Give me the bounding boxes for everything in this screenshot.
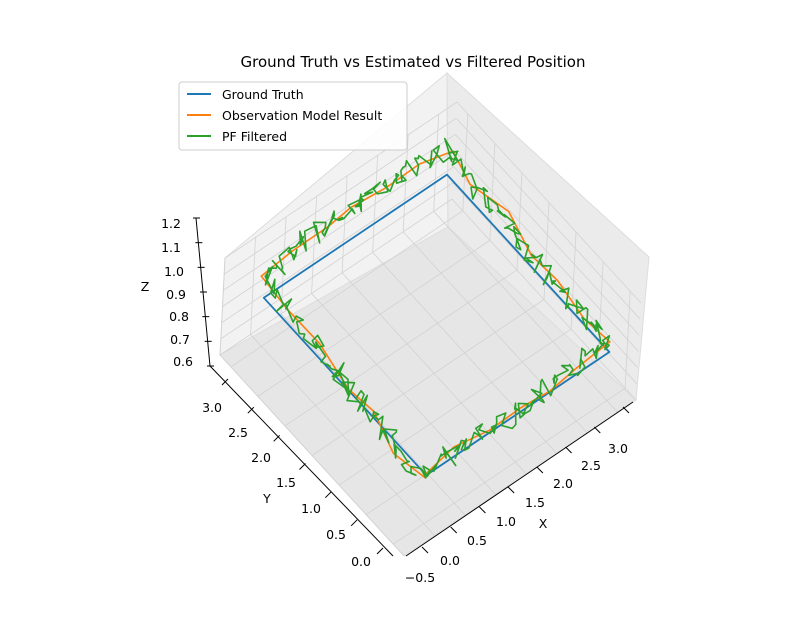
x-tick-mark	[479, 506, 486, 514]
z-tick-label: 1.0	[164, 264, 184, 279]
z-axis-label: Z	[141, 279, 150, 294]
y-axis-line	[209, 365, 394, 557]
y-tick-mark	[273, 434, 281, 442]
y-tick-label: 1.5	[276, 475, 296, 490]
x-tick-label: −0.5	[405, 570, 435, 585]
z-tick-label: 1.2	[161, 216, 181, 231]
x-tick-mark	[536, 466, 544, 474]
x-axis-label: X	[539, 516, 548, 531]
x-tick-label: 2.0	[553, 476, 573, 491]
grid-line	[224, 101, 458, 259]
grid-line	[222, 150, 455, 307]
grid-line	[284, 269, 518, 427]
z-tick-label: 0.6	[173, 354, 193, 369]
grid-line	[456, 101, 642, 304]
grid-line	[220, 182, 454, 340]
axis-lines	[193, 217, 634, 557]
grid-line	[455, 134, 640, 336]
y-axis-label: Y	[262, 491, 271, 506]
x-tick-label: 3.0	[608, 441, 628, 456]
legend-box	[178, 81, 408, 151]
series-line-pf-filtered	[264, 137, 611, 479]
y-tick-label: 2.5	[228, 425, 248, 440]
x-tick-mark	[622, 406, 630, 414]
legend-label: Observation Model Result	[222, 108, 382, 123]
grid-line	[223, 117, 457, 275]
x-tick-labels: −0.5 0.0 0.5 1.0 1.5 2.0 2.5 3.0	[405, 441, 628, 585]
x-tick-label: 0.5	[467, 533, 487, 548]
grid-line	[221, 166, 454, 323]
x-tick-mark	[450, 526, 458, 534]
x-tick-label: 1.5	[525, 495, 545, 510]
y-tick-mark	[299, 463, 306, 470]
grid-line	[338, 328, 572, 486]
legend: Ground Truth Observation Model Result PF…	[178, 81, 408, 151]
series-line-ground-truth	[262, 173, 611, 476]
x-tick-label: 0.0	[440, 553, 460, 568]
z-tick-labels: 1.2 1.1 1.0 0.9 0.8 0.7 0.6	[161, 216, 193, 369]
grid-line	[454, 150, 639, 352]
grid-line	[451, 198, 637, 401]
y-tick-mark	[350, 519, 358, 527]
grid-line	[455, 117, 641, 320]
y-tick-label: 1.0	[301, 501, 321, 516]
y-tick-label: 3.0	[202, 400, 222, 415]
grid-line	[392, 387, 626, 545]
y-tick-label: 0.5	[326, 527, 346, 542]
x-tick-label: 1.0	[496, 514, 516, 529]
chart-title: Ground Truth vs Estimated vs Filtered Po…	[241, 53, 586, 71]
x-tick-mark	[593, 426, 601, 434]
series-lines	[260, 137, 611, 480]
x-tick-mark	[565, 446, 572, 454]
y-tick-labels: 3.0 2.5 2.0 1.5 1.0 0.5 0.0	[202, 400, 371, 569]
grid-line	[311, 299, 545, 456]
z-tick-label: 0.9	[166, 287, 186, 302]
y-tick-mark	[324, 491, 332, 499]
y-tick-mark	[247, 406, 255, 414]
grid-line	[257, 240, 491, 397]
x-tick-mark	[507, 486, 515, 494]
x-tick-label: 2.5	[581, 458, 601, 473]
legend-label: PF Filtered	[222, 129, 287, 144]
y-tick-label: 2.0	[251, 450, 271, 465]
y-tick-mark	[221, 378, 229, 386]
grid-line	[219, 198, 453, 356]
grid-line	[230, 210, 464, 368]
z-tick-label: 0.7	[170, 332, 190, 347]
legend-label: Ground Truth	[222, 87, 304, 102]
y-tick-label: 0.0	[351, 554, 371, 569]
z-tick-label: 1.1	[161, 240, 181, 255]
x-tick-mark	[421, 546, 429, 554]
z-tick-label: 0.8	[169, 309, 189, 324]
y-tick-mark	[376, 547, 384, 555]
